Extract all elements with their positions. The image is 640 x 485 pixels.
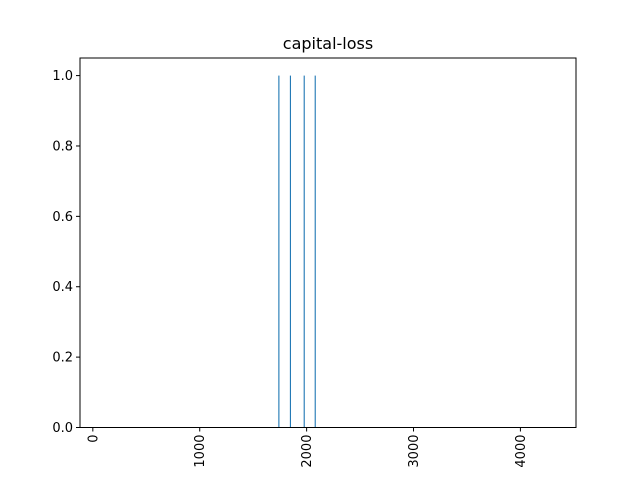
bar — [278, 75, 280, 428]
y-axis: 0.0 0.2 0.4 0.6 0.8 1.0 — [52, 69, 80, 436]
y-tick-label: 0.6 — [52, 210, 73, 225]
x-tick-label: 3000 — [407, 435, 422, 468]
bar — [314, 75, 316, 428]
x-tick-label: 0 — [86, 435, 101, 443]
bars-group — [278, 75, 316, 428]
y-tick-label: 0.4 — [52, 280, 73, 295]
y-tick-label: 1.0 — [52, 69, 73, 84]
chart-title: capital-loss — [283, 34, 373, 53]
bar — [303, 75, 305, 428]
y-tick-label: 0.0 — [52, 421, 73, 436]
bar — [289, 75, 291, 428]
x-tick-label: 1000 — [193, 435, 208, 468]
y-tick-label: 0.8 — [52, 139, 73, 154]
y-tick-label: 0.2 — [52, 351, 73, 366]
x-axis: 0 1000 2000 3000 4000 — [86, 427, 529, 468]
x-tick-label: 4000 — [514, 435, 529, 468]
plot-frame — [79, 57, 577, 428]
x-tick-label: 2000 — [300, 435, 315, 468]
